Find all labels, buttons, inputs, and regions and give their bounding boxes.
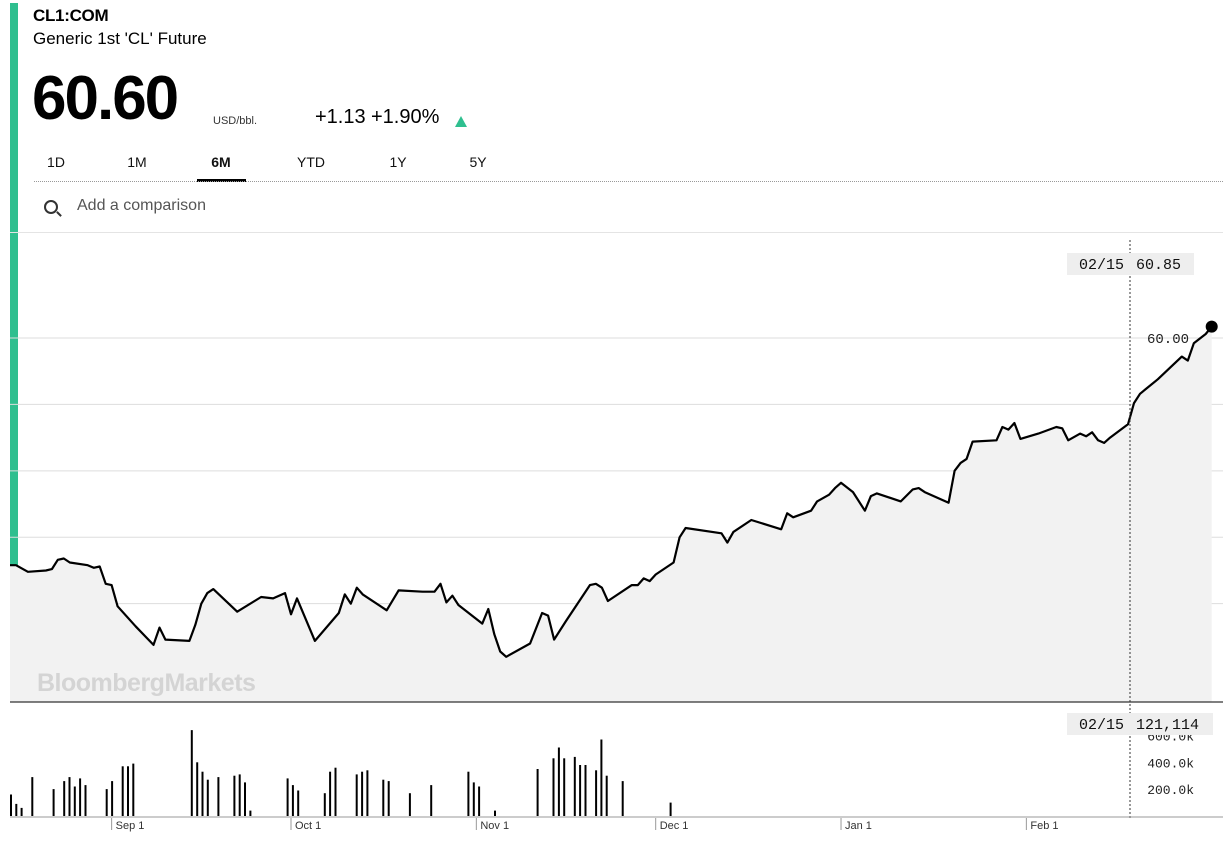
tabs-divider [34, 181, 1223, 182]
tab-1d[interactable]: 1D [47, 154, 65, 170]
x-axis-tick-label: Jan 1 [845, 820, 872, 832]
crosshair-volume-date: 02/15 [1079, 717, 1124, 734]
last-price: 60.60 [32, 64, 179, 133]
price-unit: USD/bbl. [213, 115, 258, 127]
price-change-percent: +1.90% [371, 106, 440, 128]
crosshair-volume: 121,114 [1136, 717, 1199, 734]
x-axis-tick-label: Oct 1 [295, 820, 321, 832]
tab-5y[interactable]: 5Y [469, 154, 487, 170]
accent-bar [10, 3, 18, 565]
x-axis-tick-label: Dec 1 [660, 820, 689, 832]
ticker-symbol: CL1:COM [33, 6, 109, 25]
crosshair-dot [1205, 320, 1218, 333]
chart-top-divider [10, 232, 1223, 233]
active-tab-indicator [197, 179, 246, 182]
watermark-text: BloombergMarkets [37, 669, 255, 697]
crosshair-price-label-bg [1067, 253, 1194, 275]
x-axis-tick-label: Nov 1 [480, 820, 509, 832]
crosshair-price: 60.85 [1136, 257, 1181, 274]
comparison-search-input[interactable] [75, 196, 259, 216]
crosshair-volume-label-bg [1067, 713, 1213, 735]
volume-axis-tick-label: 200.0k [1147, 783, 1194, 798]
crosshair-date: 02/15 [1079, 257, 1124, 274]
price-line [10, 326, 1213, 658]
tab-1y[interactable]: 1Y [389, 154, 407, 170]
search-icon [44, 200, 58, 214]
volume-axis-tick-label: 400.0k [1147, 756, 1194, 771]
tab-1m[interactable]: 1M [127, 154, 147, 170]
price-area [10, 326, 1212, 702]
triangle-up-icon [455, 116, 467, 127]
x-axis-tick-label: Feb 1 [1030, 820, 1058, 832]
instrument-name: Generic 1st 'CL' Future [33, 29, 207, 48]
tab-6m[interactable]: 6M [211, 154, 231, 170]
price-axis-tick-label: 60.00 [1147, 332, 1189, 348]
x-axis-tick-label: Sep 1 [116, 820, 145, 832]
tab-ytd[interactable]: YTD [297, 154, 325, 170]
price-change: +1.13 [315, 106, 366, 128]
